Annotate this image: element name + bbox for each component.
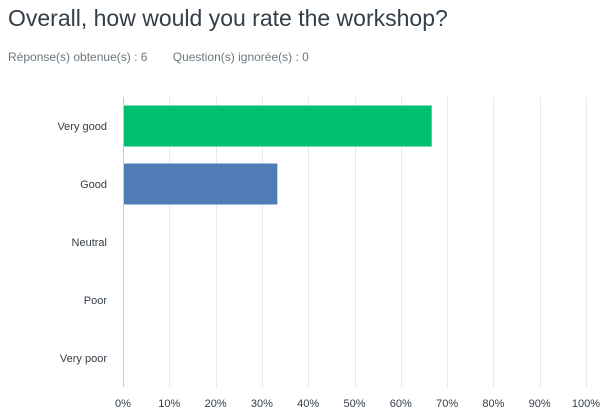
answered-count: Réponse(s) obtenue(s) : 6 (8, 50, 148, 64)
x-tick-label: 30% (251, 398, 273, 410)
bar-very-good[interactable] (123, 105, 432, 147)
x-tick-label: 100% (572, 398, 600, 410)
x-tick-labels: 0% 10% 20% 30% 40% 50% 60% 70% 80% 90% 100% (115, 398, 600, 410)
category-label: Very good (57, 121, 107, 133)
response-stats: Réponse(s) obtenue(s) : 6 Question(s) ig… (8, 50, 309, 64)
category-label: Good (80, 179, 107, 191)
category-label: Neutral (72, 237, 107, 249)
x-tick-label: 70% (436, 398, 458, 410)
question-title: Overall, how would you rate the workshop… (8, 5, 448, 31)
x-tick-label: 60% (390, 398, 412, 410)
skipped-count: Question(s) ignorée(s) : 0 (172, 50, 309, 64)
category-label: Poor (84, 295, 108, 307)
x-tick-label: 0% (115, 398, 131, 410)
x-tick-label: 20% (205, 398, 227, 410)
bar-good[interactable] (123, 163, 278, 205)
category-label: Very poor (60, 353, 107, 365)
x-tick-label: 40% (297, 398, 319, 410)
category-labels: Very good Good Neutral Poor Very poor (57, 121, 107, 365)
x-tick-label: 80% (482, 398, 504, 410)
x-tick-label: 50% (343, 398, 365, 410)
chart-bars (123, 105, 432, 205)
x-tick-label: 90% (529, 398, 551, 410)
x-tick-label: 10% (158, 398, 180, 410)
